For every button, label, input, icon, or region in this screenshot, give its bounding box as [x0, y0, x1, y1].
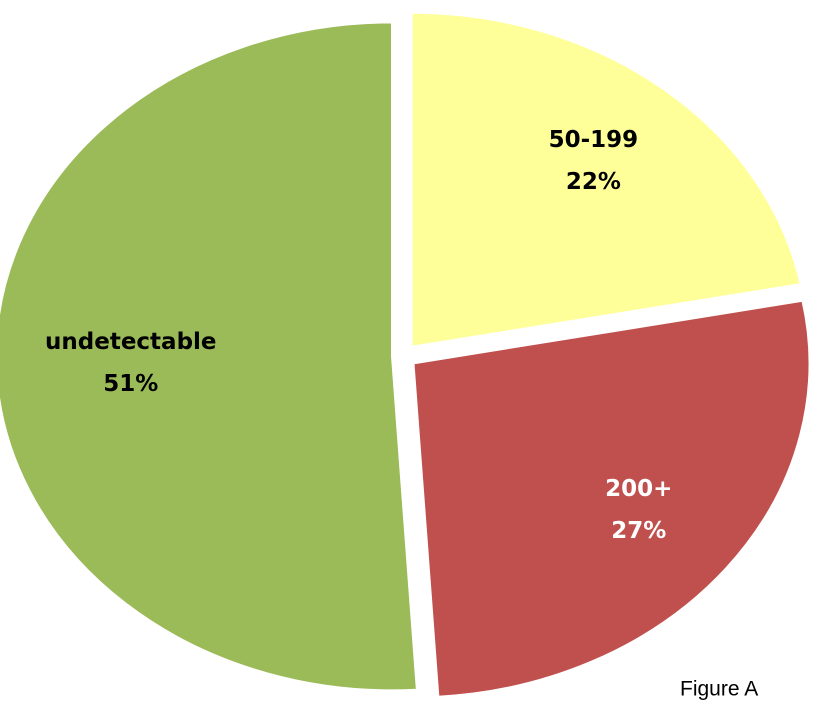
slice-category-label: 50-199 — [549, 127, 639, 153]
slice-value-label: 51% — [103, 371, 158, 397]
pie-slice — [0, 21, 418, 692]
pie-slice — [412, 299, 811, 698]
annotation: Figure A — [680, 678, 758, 701]
slice-value-label: 27% — [611, 518, 666, 544]
slice-value-label: 22% — [566, 169, 621, 195]
slice-category-label: undetectable — [45, 329, 217, 355]
pie-slice — [410, 11, 802, 348]
slice-category-label: 200+ — [605, 476, 672, 502]
